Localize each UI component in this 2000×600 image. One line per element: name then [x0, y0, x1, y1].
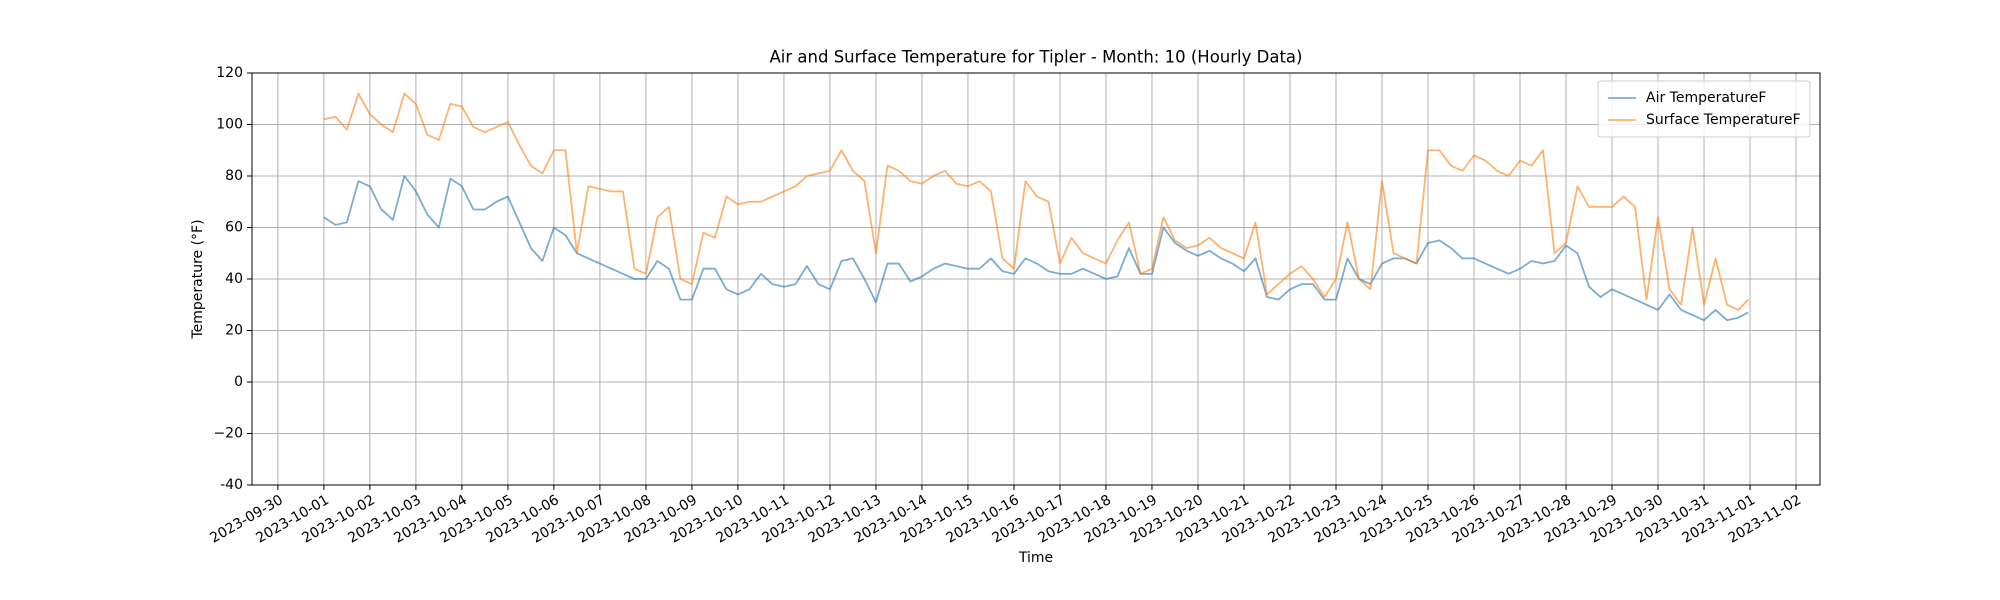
y-axis-label: Temperature (°F) — [190, 219, 206, 339]
legend-label: Air TemperatureF — [1646, 90, 1766, 106]
y-tick-label: 40 — [225, 271, 243, 287]
plot-area — [323, 92, 1749, 322]
chart-title: Air and Surface Temperature for Tipler -… — [770, 48, 1303, 67]
legend: Air TemperatureF Surface TemperatureF — [1597, 80, 1811, 138]
y-tick-label: 100 — [216, 117, 243, 133]
y-tick-label: -40 — [220, 477, 243, 493]
y-tick-label: 60 — [225, 220, 243, 236]
legend-label: Surface TemperatureF — [1646, 112, 1801, 128]
y-tick-label: −20 — [213, 426, 243, 442]
x-axis-label: Time — [1018, 550, 1053, 566]
y-tick-label: 120 — [216, 65, 243, 81]
y-tick-label: 0 — [234, 374, 243, 390]
legend-box — [1597, 80, 1811, 138]
y-tick-label: 80 — [225, 168, 243, 184]
y-tick-label: 20 — [225, 323, 243, 339]
series-line — [323, 175, 1749, 322]
series-line — [323, 92, 1749, 311]
